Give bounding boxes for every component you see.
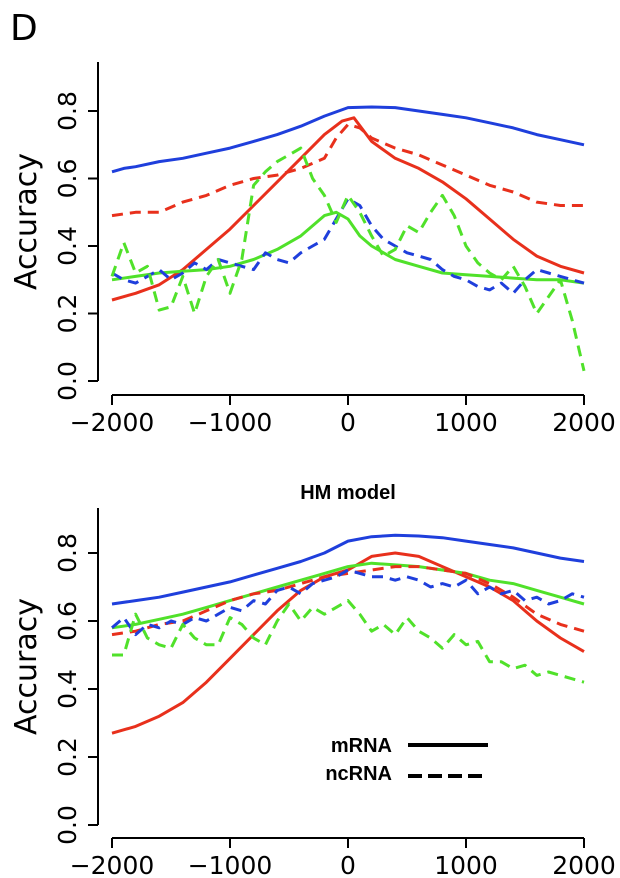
series-line-green-dashed (112, 599, 585, 684)
series-line-blue-solid (111, 105, 585, 174)
x-tick-label: −1000 (188, 408, 273, 437)
chart-title: HM model (300, 482, 396, 504)
series-line-red-dashed (111, 123, 584, 218)
x-tick-label: 2000 (552, 408, 616, 437)
legend-label-mrna: mRNA (331, 735, 392, 757)
x-tick-label: 1000 (434, 851, 498, 878)
legend: mRNA ncRNA (325, 735, 488, 785)
y-tick-label: 0.8 (53, 91, 82, 131)
y-axis-title: Accuracy (9, 598, 44, 735)
x-tick-label: −2000 (70, 851, 155, 878)
y-tick-label: 0.0 (53, 361, 82, 401)
series-line-red-dashed (111, 565, 585, 637)
y-tick-label: 0.8 (53, 533, 82, 573)
top-chart: 0.0 0.2 0.4 0.6 0.8 Accuracy −2000 −1000 0 1000 20… (9, 62, 616, 437)
y-axis-title: Accuracy (9, 153, 44, 290)
x-tick-label: 2000 (552, 851, 616, 878)
bottom-chart: HM model 0.0 0.2 0.4 0.6 0.8 Accuracy −2000 −100… (9, 482, 616, 878)
series-line-blue-solid (111, 533, 585, 606)
y-tick-label: 0.6 (53, 601, 82, 641)
x-tick-label: 0 (340, 851, 356, 878)
y-tick-label: 0.2 (53, 737, 82, 777)
legend-label-ncrna: ncRNA (325, 763, 392, 785)
series-line-green-dashed (110, 146, 586, 372)
y-tick-label: 0.4 (53, 669, 82, 709)
y-tick-label: 0.4 (53, 226, 82, 266)
y-tick-label: 0.0 (53, 805, 82, 845)
x-tick-label: 0 (340, 408, 356, 437)
series-line-red-solid (111, 551, 585, 735)
y-tick-label: 0.2 (53, 294, 82, 334)
series-line-red-solid (111, 116, 585, 302)
x-tick-label: −1000 (188, 851, 273, 878)
x-tick-label: 1000 (434, 408, 498, 437)
x-tick-label: −2000 (70, 408, 155, 437)
series-line-blue-dashed (111, 197, 585, 295)
y-tick-label: 0.6 (53, 159, 82, 199)
series-line-blue-dashed (111, 568, 585, 637)
panel-label: D (10, 8, 38, 49)
series-line-green-solid (111, 561, 585, 630)
series-line-green-solid (111, 210, 585, 285)
